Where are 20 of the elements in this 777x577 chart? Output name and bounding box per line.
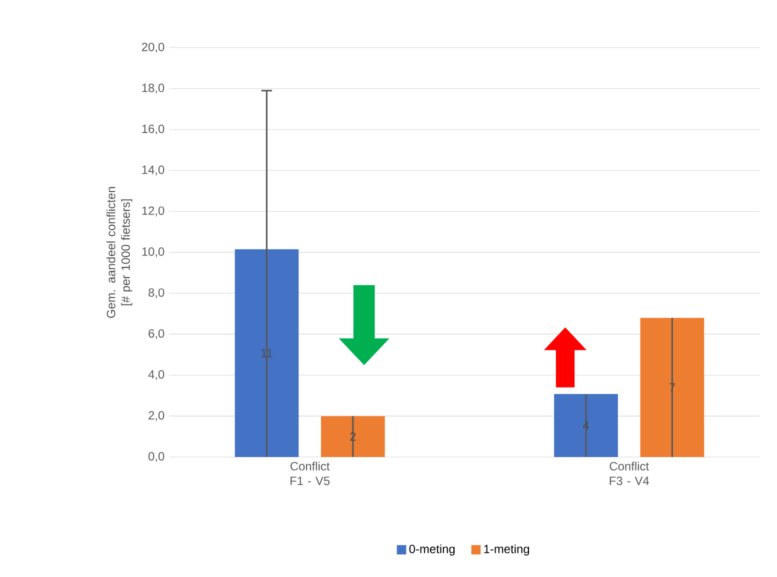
y-tick-label: 2,0 bbox=[148, 411, 164, 421]
legend-label: 1-meting bbox=[484, 544, 530, 556]
y-tick-label: 12,0 bbox=[142, 206, 164, 216]
y-tick-label: 10,0 bbox=[142, 247, 164, 258]
legend-label: 0-meting bbox=[409, 544, 455, 556]
bar bbox=[554, 394, 618, 457]
bar bbox=[640, 318, 704, 457]
y-tick-label: 4,0 bbox=[148, 370, 164, 380]
bar bbox=[320, 416, 385, 457]
bar bbox=[234, 249, 299, 457]
x-tick-label: Conflict F1 - V5 bbox=[290, 462, 330, 486]
y-tick-label: 18,0 bbox=[142, 84, 164, 94]
y-tick-label: 0,0 bbox=[148, 452, 164, 462]
x-tick-label: Conflict F3 - V4 bbox=[610, 462, 649, 486]
y-axis-title: Gem. aandeel conflicten [# per 1000 fietsers] bbox=[106, 187, 132, 318]
y-tick-label: 20,0 bbox=[142, 42, 164, 53]
y-tick-label: 16,0 bbox=[142, 124, 164, 134]
y-tick-label: 14,0 bbox=[142, 166, 164, 176]
y-tick-label: 6,0 bbox=[148, 329, 164, 340]
y-tick-label: 8,0 bbox=[148, 288, 164, 298]
